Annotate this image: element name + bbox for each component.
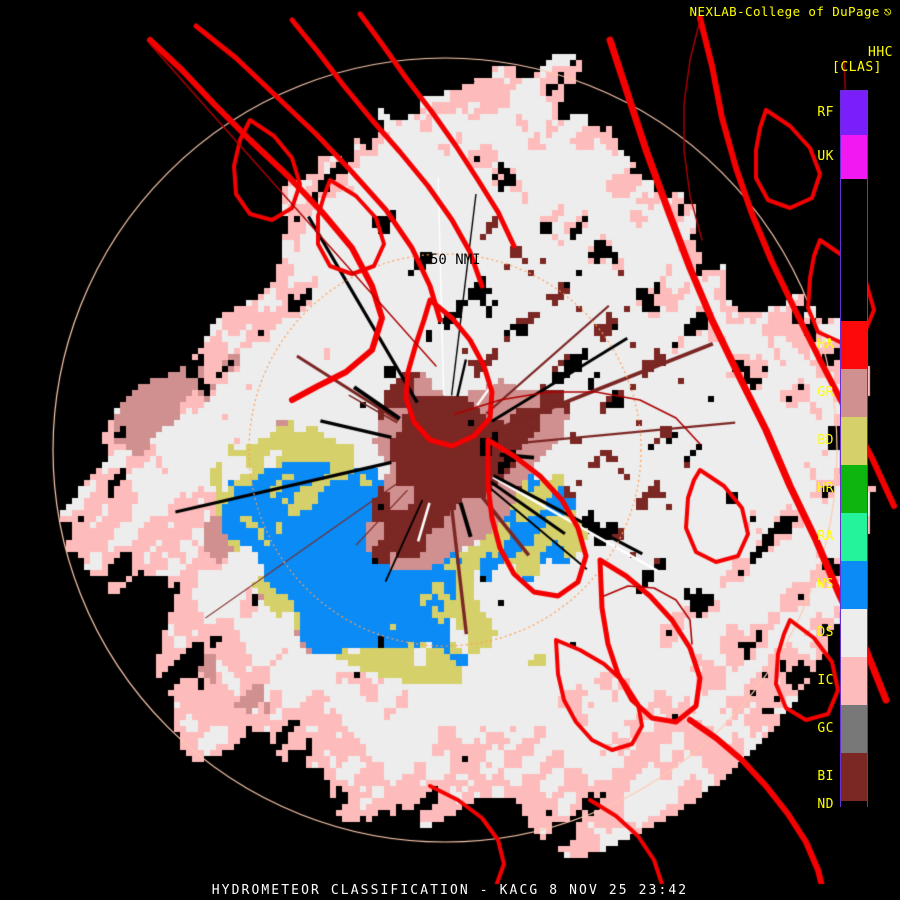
legend-swatch-rf [841, 91, 867, 135]
legend-swatch-ds [841, 609, 867, 657]
legend-label-bi: BI [817, 769, 834, 784]
legend-subtitle: [CLAS] [832, 60, 882, 75]
legend-label-uk: UK [817, 149, 834, 164]
legend-label-rf: RF [817, 105, 834, 120]
legend-header: HHC [CLAS] [809, 46, 895, 82]
legend-label-ic: IC [817, 673, 834, 688]
legend-label-gr: GR [817, 385, 834, 400]
legend-swatch-uk [841, 135, 867, 179]
legend-swatch-nd [841, 801, 867, 808]
cod-arrow-logo-icon: ⎋ [883, 5, 892, 20]
legend-swatch-ic [841, 657, 867, 705]
range-ring-label-100nmi: 100 NMI [421, 71, 476, 86]
legend-swatch-ra [841, 513, 867, 561]
legend-label-nd: ND [817, 796, 834, 812]
provider-credit-text: NEXLAB-College of DuPage [689, 4, 880, 19]
provider-credit: NEXLAB-College of DuPage ⎋ [690, 4, 892, 19]
range-ring-label-50nmi: 50 NMI [430, 252, 481, 268]
legend-label-ws: WS [817, 577, 834, 592]
legend-label-ra: RA [817, 529, 834, 544]
legend-label-column: RF UK HA GR BD HR RA WS DS IC GC BI ND [808, 90, 838, 811]
legend-swatch-bd [841, 417, 867, 465]
legend-label-gc: GC [817, 721, 834, 736]
legend-label-ds: DS [817, 625, 834, 640]
legend-label-hr: HR [817, 481, 834, 496]
legend-swatch-hr [841, 465, 867, 513]
classification-legend: HHC [CLAS] RF UK HA GR BD HR RA WS DS IC GC BI ND [808, 46, 896, 816]
legend-swatch-gr [841, 369, 867, 417]
legend-label-ha: HA [817, 337, 834, 352]
legend-swatch-ws [841, 561, 867, 609]
legend-swatch-gc [841, 705, 867, 753]
legend-colorbar[interactable] [840, 90, 868, 808]
legend-swatch-ha [841, 321, 867, 369]
product-title-bar: HYDROMETEOR CLASSIFICATION - KACG 8 NOV … [211, 883, 689, 898]
legend-swatch-bi [841, 753, 867, 801]
legend-label-bd: BD [817, 433, 834, 448]
legend-title: HHC [868, 45, 893, 60]
